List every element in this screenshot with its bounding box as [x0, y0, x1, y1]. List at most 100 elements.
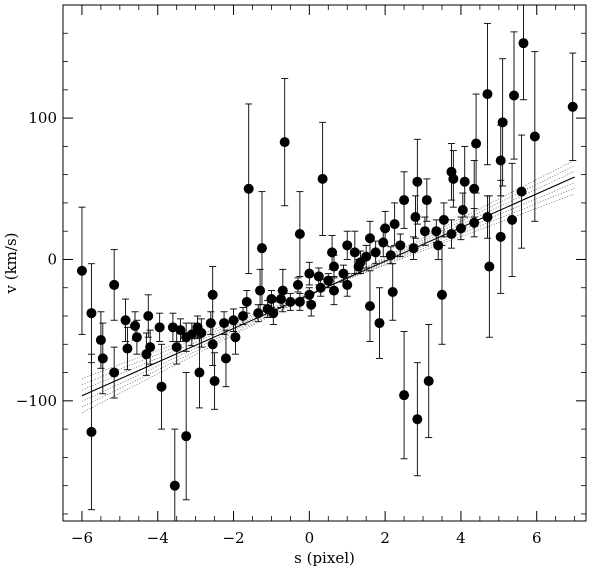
data-point [186, 329, 197, 340]
data-point [95, 335, 106, 346]
confidence-band-line [81, 165, 575, 408]
data-point [529, 131, 540, 142]
data-point [169, 480, 180, 491]
tick-labels: −6 −4 −2 0 2 4 6 −100 0 100 [16, 109, 542, 547]
confidence-band-line [81, 182, 575, 391]
data-point [86, 426, 97, 437]
data-point [268, 308, 279, 319]
data-point [342, 240, 353, 251]
data-point [241, 296, 252, 307]
data-point [378, 237, 389, 248]
x-axis-label: s (pixel) [294, 549, 355, 567]
data-point [370, 247, 381, 258]
data-point [294, 296, 305, 307]
data-point [228, 315, 239, 326]
data-point [292, 279, 303, 290]
data-point [395, 240, 406, 251]
x-tick-label: 4 [456, 529, 466, 547]
x-tick-label: 0 [305, 529, 315, 547]
data-point [518, 38, 529, 49]
data-point [323, 275, 334, 286]
data-point [421, 195, 432, 206]
data-point [76, 265, 87, 276]
data-point [207, 289, 218, 300]
x-tick-label: −6 [71, 529, 93, 547]
data-point [412, 176, 423, 187]
data-point [482, 89, 493, 100]
data-point [171, 342, 182, 353]
plot-frame [62, 4, 587, 522]
data-point [438, 214, 449, 225]
data-point [484, 261, 495, 272]
x-tick-label: −4 [147, 529, 169, 547]
data-points [76, 38, 578, 491]
data-point [361, 251, 372, 262]
data-point [327, 247, 338, 258]
data-point [154, 322, 165, 333]
y-tick-label: −100 [16, 392, 57, 410]
data-point [109, 279, 120, 290]
data-point [387, 286, 398, 297]
data-point [304, 268, 315, 279]
data-point [412, 414, 423, 425]
data-point [408, 243, 419, 254]
data-point [219, 318, 230, 329]
data-point [328, 285, 339, 296]
data-point [567, 101, 578, 112]
data-point [431, 226, 442, 237]
data-point [459, 176, 470, 187]
data-point [328, 261, 339, 272]
data-point [469, 217, 480, 228]
data-point [122, 343, 133, 354]
data-point [507, 214, 518, 225]
data-point [143, 311, 154, 322]
data-point [349, 247, 360, 258]
data-point [516, 186, 527, 197]
data-point [209, 376, 220, 387]
data-point [255, 285, 266, 296]
data-point [469, 183, 480, 194]
data-point [482, 212, 493, 223]
data-point [181, 431, 192, 442]
data-point [497, 117, 508, 128]
data-point [338, 268, 349, 279]
data-point [446, 229, 457, 240]
data-point [304, 289, 315, 300]
data-point [145, 342, 156, 353]
data-point [364, 301, 375, 312]
data-point [471, 138, 482, 149]
data-point [448, 173, 459, 184]
data-point [455, 223, 466, 234]
data-point [364, 233, 375, 244]
data-point [436, 289, 447, 300]
data-point [207, 339, 218, 350]
data-point [277, 285, 288, 296]
data-point [194, 367, 205, 378]
x-tick-label: 6 [532, 529, 542, 547]
data-point [342, 279, 353, 290]
data-point [306, 299, 317, 310]
data-point [279, 137, 290, 148]
data-point [266, 294, 277, 305]
data-point [285, 296, 296, 307]
data-point [175, 325, 186, 336]
data-point [385, 250, 396, 261]
data-point [317, 173, 328, 184]
data-point [495, 155, 506, 166]
data-point [86, 308, 97, 319]
data-point [220, 353, 231, 364]
data-point [457, 204, 468, 215]
data-point [130, 320, 141, 331]
data-point [256, 243, 267, 254]
data-point [508, 90, 519, 101]
x-tick-label: −2 [222, 529, 244, 547]
y-tick-label: 100 [28, 109, 57, 127]
y-tick-label: 0 [47, 250, 57, 268]
data-point [275, 294, 286, 305]
data-point [423, 376, 434, 387]
data-point [97, 353, 108, 364]
data-point [315, 282, 326, 293]
data-point [230, 332, 241, 343]
data-point [380, 223, 391, 234]
